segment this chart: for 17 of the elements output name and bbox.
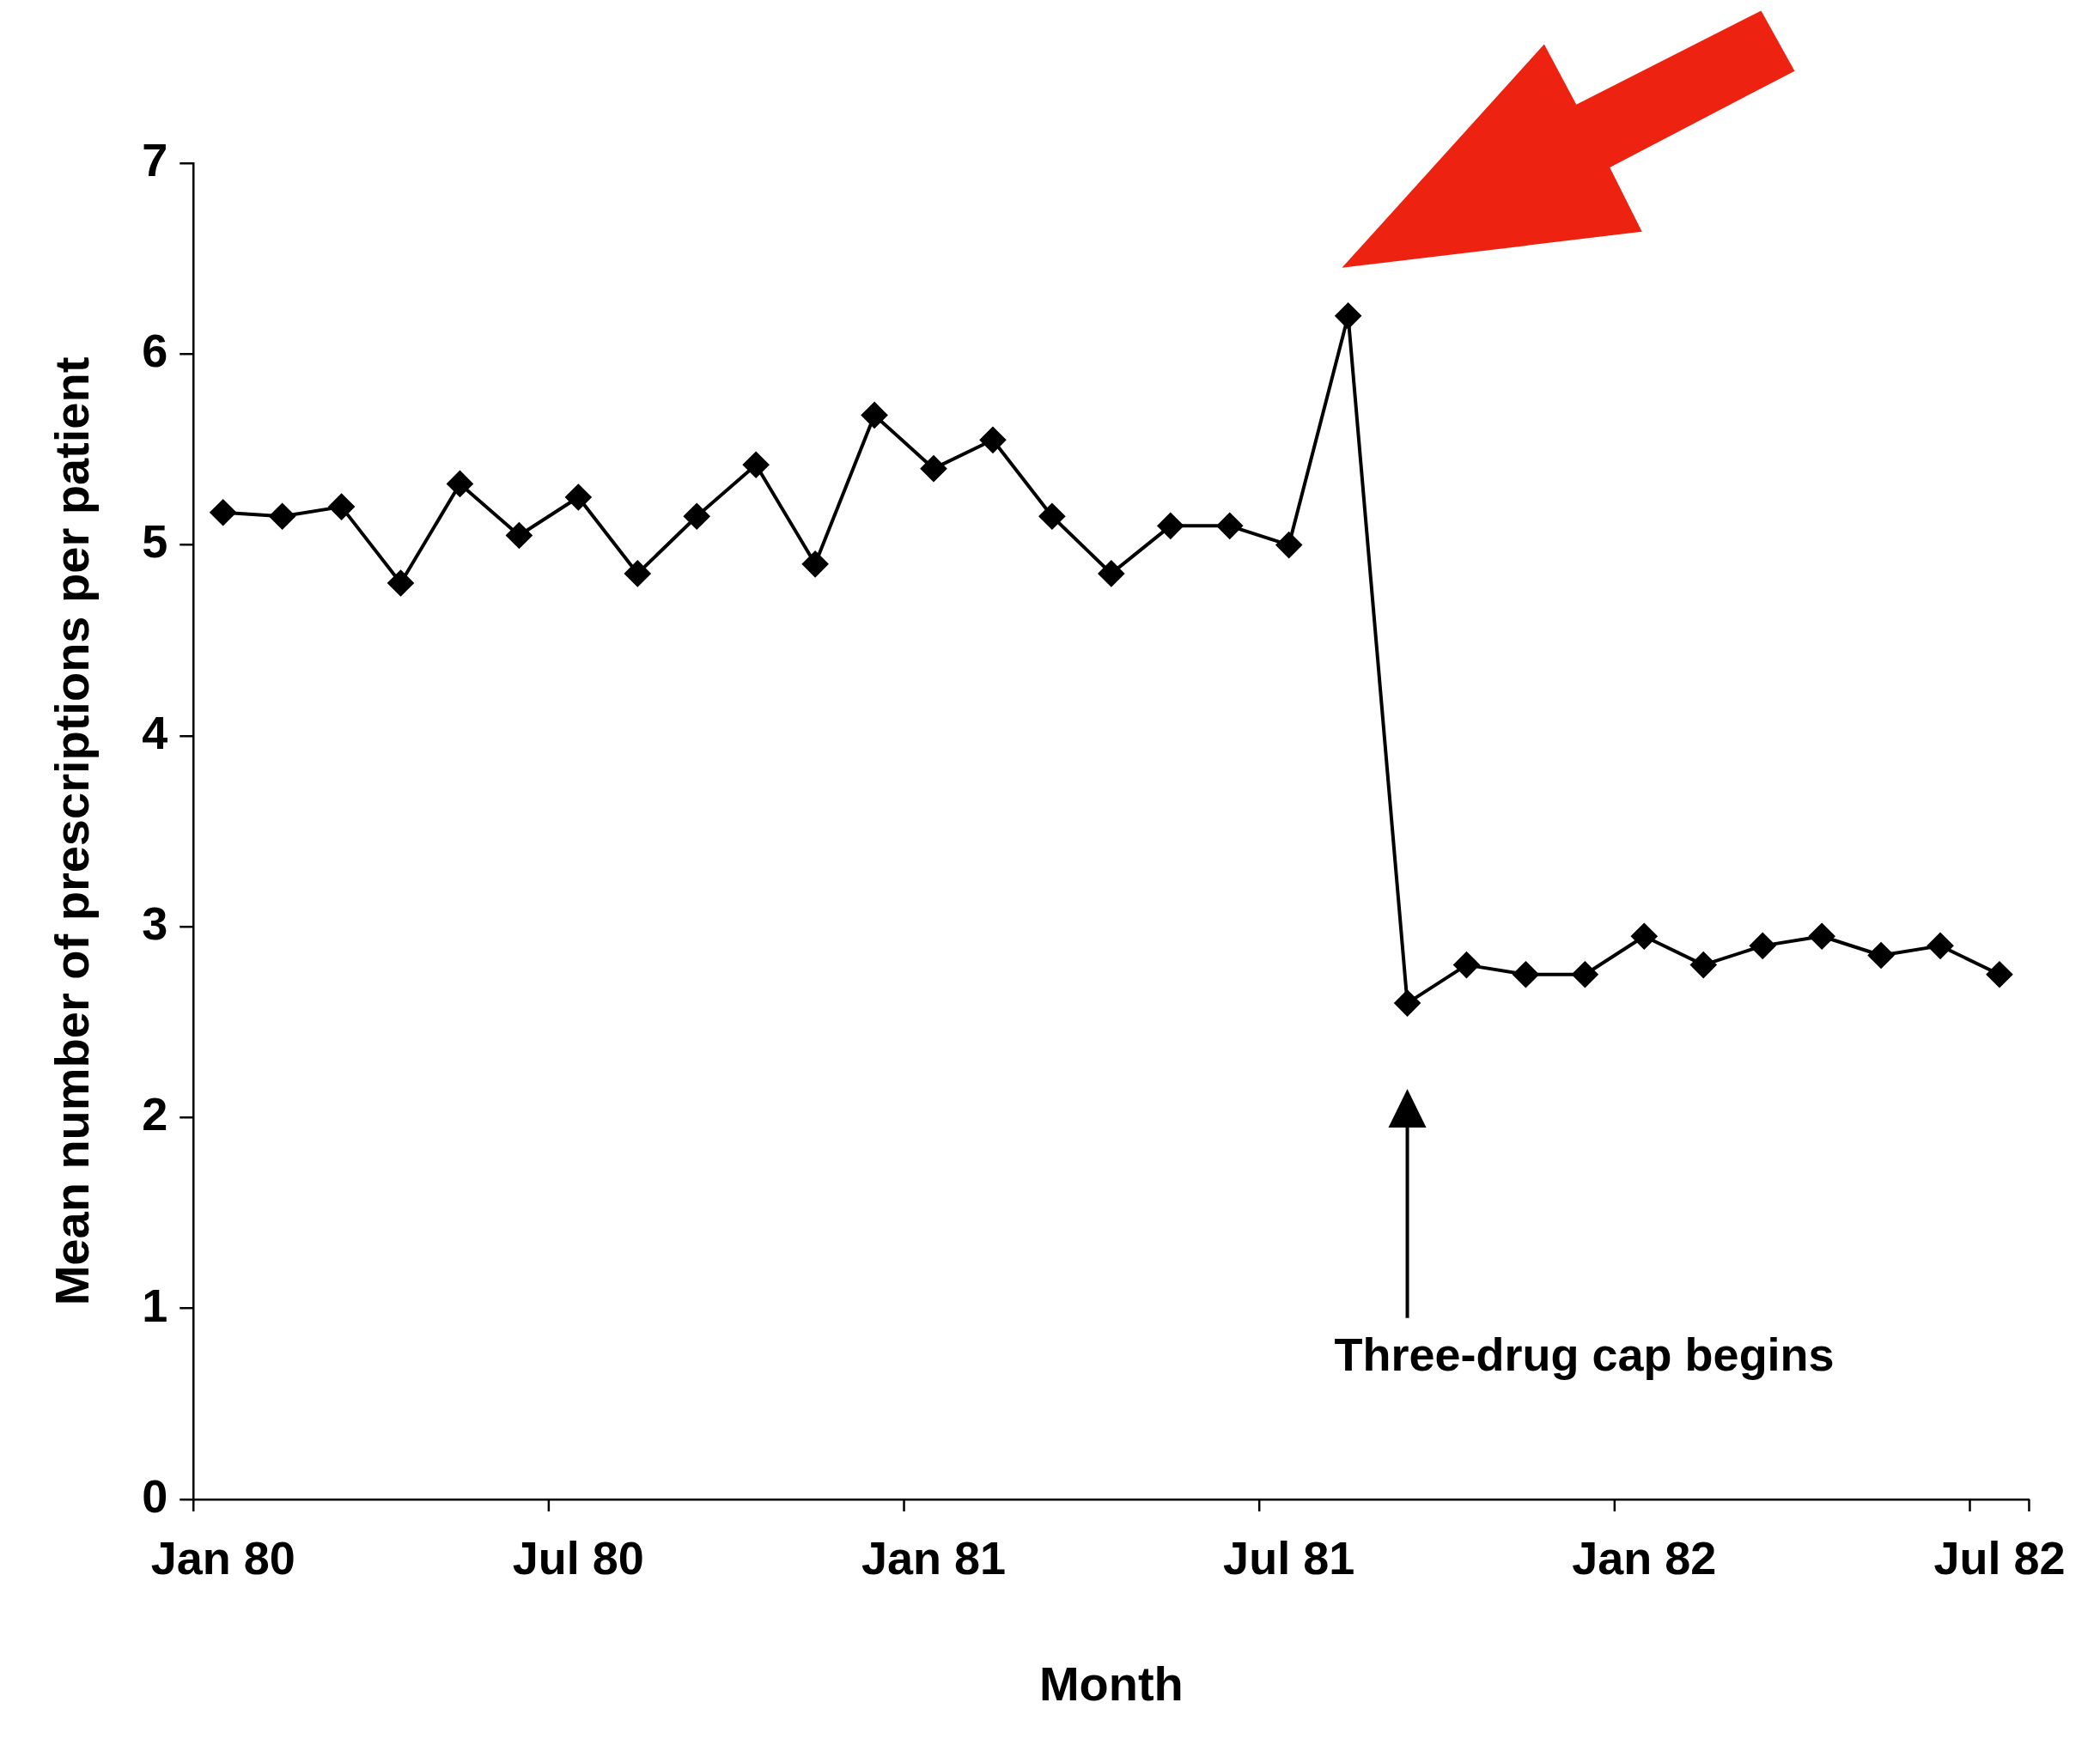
- y-tick-label: 3: [142, 897, 168, 950]
- y-tick-label: 1: [142, 1279, 168, 1331]
- x-tick-label: Jul 80: [512, 1532, 644, 1584]
- y-tick-label: 6: [142, 325, 168, 377]
- x-tick-label: Jul 81: [1223, 1532, 1355, 1584]
- x-tick-label: Jan 82: [1572, 1532, 1717, 1584]
- x-tick-label: Jan 80: [150, 1532, 295, 1584]
- y-axis-title: Mean number of prescriptions per patient: [45, 356, 100, 1306]
- x-tick-label: Jul 82: [1933, 1532, 2066, 1584]
- y-tick-label: 5: [142, 515, 168, 568]
- y-tick-label: 7: [142, 133, 168, 185]
- x-axis-title: Month: [1038, 1656, 1184, 1711]
- x-tick-label: Jan 81: [861, 1532, 1007, 1584]
- y-tick-label: 2: [142, 1088, 168, 1140]
- y-tick-label: 0: [142, 1469, 168, 1522]
- annotation: Three-drug cap begins: [1334, 1329, 1835, 1381]
- y-tick-label: 4: [142, 706, 168, 758]
